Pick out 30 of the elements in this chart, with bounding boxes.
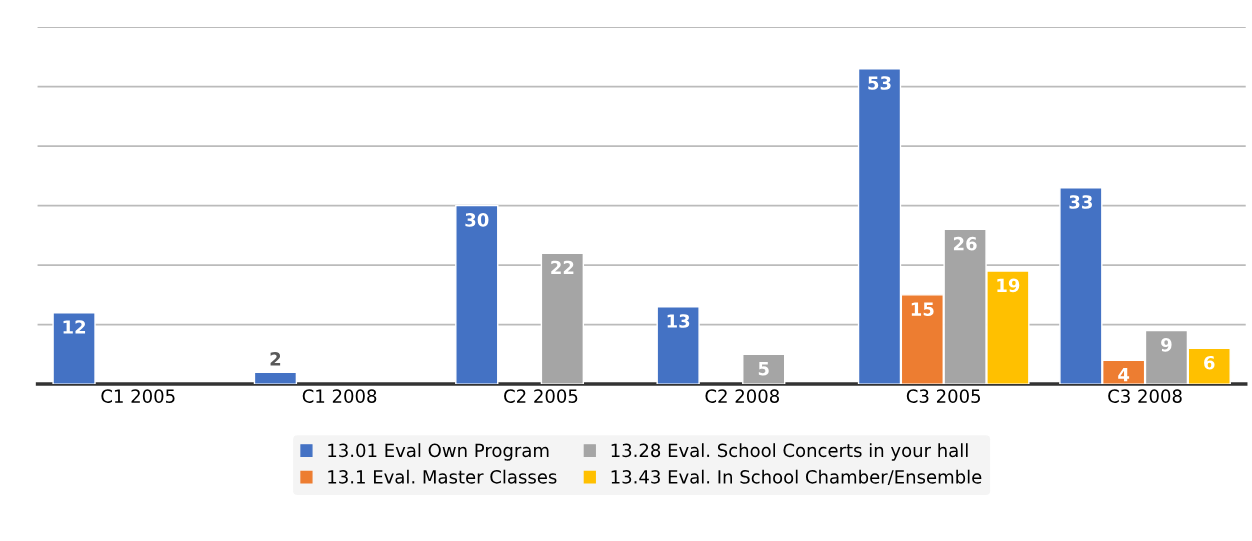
x-tick-label: C1 2008 [302,389,377,403]
data-label: 2 [270,352,281,366]
bar [742,353,786,385]
legend-label: 13.1 Eval. Master Classes [328,469,557,484]
bar [656,306,700,385]
data-label: 5 [758,362,769,376]
data-label: 6 [1204,355,1215,370]
data-label: 22 [551,260,574,275]
bar [52,312,96,385]
x-tick-label: C3 2005 [906,389,981,403]
bar [455,204,499,385]
data-label: 30 [465,213,489,227]
data-label: 9 [1161,338,1172,352]
data-label: 12 [63,320,86,334]
data-label: 19 [997,278,1020,293]
data-label: 4 [1118,368,1130,382]
bar [253,371,298,385]
x-tick-label: C2 2005 [504,389,578,403]
x-tick-label: C2 2008 [705,389,779,403]
data-label: 33 [1069,195,1092,209]
legend-label: 13.43 Eval. In School Chamber/Ensemble [611,469,982,486]
data-label: 15 [911,302,934,316]
data-label: 13 [667,314,690,328]
x-tick-label: C1 2005 [101,389,175,403]
legend-label: 13.01 Eval Own Program [328,443,549,461]
data-label: 53 [868,76,891,90]
data-label: 26 [953,236,977,251]
x-tick-label: C3 2008 [1108,389,1182,403]
legend-label: 13.28 Eval. School Concerts in your hall [611,443,968,461]
bar [540,252,585,385]
